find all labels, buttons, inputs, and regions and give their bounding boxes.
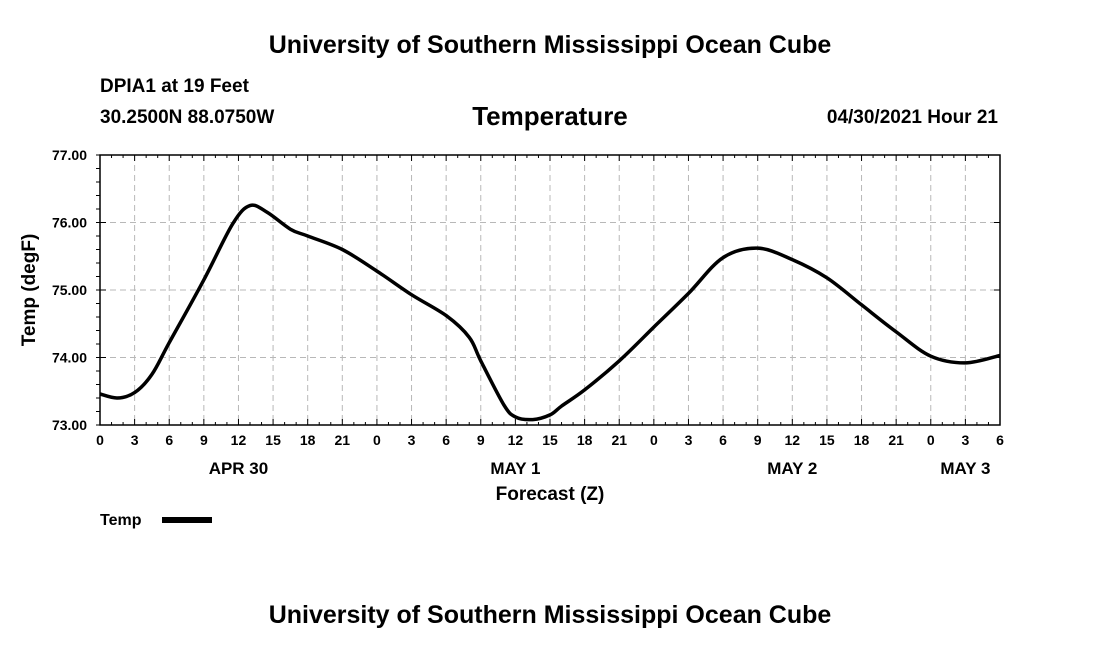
x-tick-label: 3 <box>131 432 139 448</box>
x-tick-label: 3 <box>408 432 416 448</box>
x-tick-label: 3 <box>961 432 969 448</box>
y-axis-label: Temp (degF) <box>19 234 40 347</box>
grid <box>100 155 1000 425</box>
y-tick-label: 74.00 <box>52 350 87 366</box>
x-tick-label: 12 <box>231 432 247 448</box>
x-tick-label: 21 <box>335 432 351 448</box>
series-layer <box>99 203 1001 422</box>
x-tick-label: 15 <box>265 432 281 448</box>
series-line-temp <box>99 203 1001 422</box>
x-tick-label: 9 <box>477 432 485 448</box>
x-tick-label: 0 <box>373 432 381 448</box>
x-tick-label: 9 <box>754 432 762 448</box>
station-label: DPIA1 at 19 Feet <box>100 76 249 97</box>
y-tick-label: 75.00 <box>52 282 87 298</box>
x-date-label: MAY 3 <box>940 459 990 478</box>
x-tick-label: 3 <box>685 432 693 448</box>
station-coordinates: 30.2500N 88.0750W <box>100 107 275 128</box>
x-tick-label: 21 <box>611 432 627 448</box>
x-date-label: MAY 1 <box>490 459 540 478</box>
x-tick-label: 6 <box>719 432 727 448</box>
axes: 0 3 6 9 12 15 18 21 0 3 6 9 12 15 18 21 0 3 6 9 12 15 18 21 0 3 6 7… <box>52 147 1004 478</box>
x-tick-label: 6 <box>996 432 1004 448</box>
x-tick-label: 18 <box>854 432 870 448</box>
y-tick-label: 76.00 <box>52 215 87 231</box>
chart-title: University of Southern Mississippi Ocean… <box>268 31 832 59</box>
x-tick-label: 6 <box>442 432 450 448</box>
y-tick-label: 73.00 <box>52 417 87 433</box>
forecast-datetime: 04/30/2021 Hour 21 <box>826 107 998 128</box>
x-tick-label: 0 <box>96 432 104 448</box>
x-tick-label: 9 <box>200 432 208 448</box>
footer-title: University of Southern Mississippi Ocean… <box>268 601 832 629</box>
x-tick-label: 15 <box>542 432 558 448</box>
x-tick-label: 0 <box>927 432 935 448</box>
y-tick-label: 77.00 <box>52 147 87 163</box>
x-tick-label: 0 <box>650 432 658 448</box>
x-axis-label: Forecast (Z) <box>496 484 605 505</box>
x-tick-label: 12 <box>785 432 801 448</box>
legend-label: Temp <box>100 512 142 529</box>
x-date-label: MAY 2 <box>767 459 817 478</box>
x-tick-label: 6 <box>165 432 173 448</box>
x-date-label: APR 30 <box>209 459 269 478</box>
x-tick-label: 18 <box>300 432 316 448</box>
variable-title: Temperature <box>472 101 628 131</box>
x-tick-label: 21 <box>888 432 904 448</box>
legend: Temp <box>100 512 212 529</box>
x-tick-label: 15 <box>819 432 835 448</box>
x-tick-label: 18 <box>577 432 593 448</box>
x-tick-label: 12 <box>508 432 524 448</box>
